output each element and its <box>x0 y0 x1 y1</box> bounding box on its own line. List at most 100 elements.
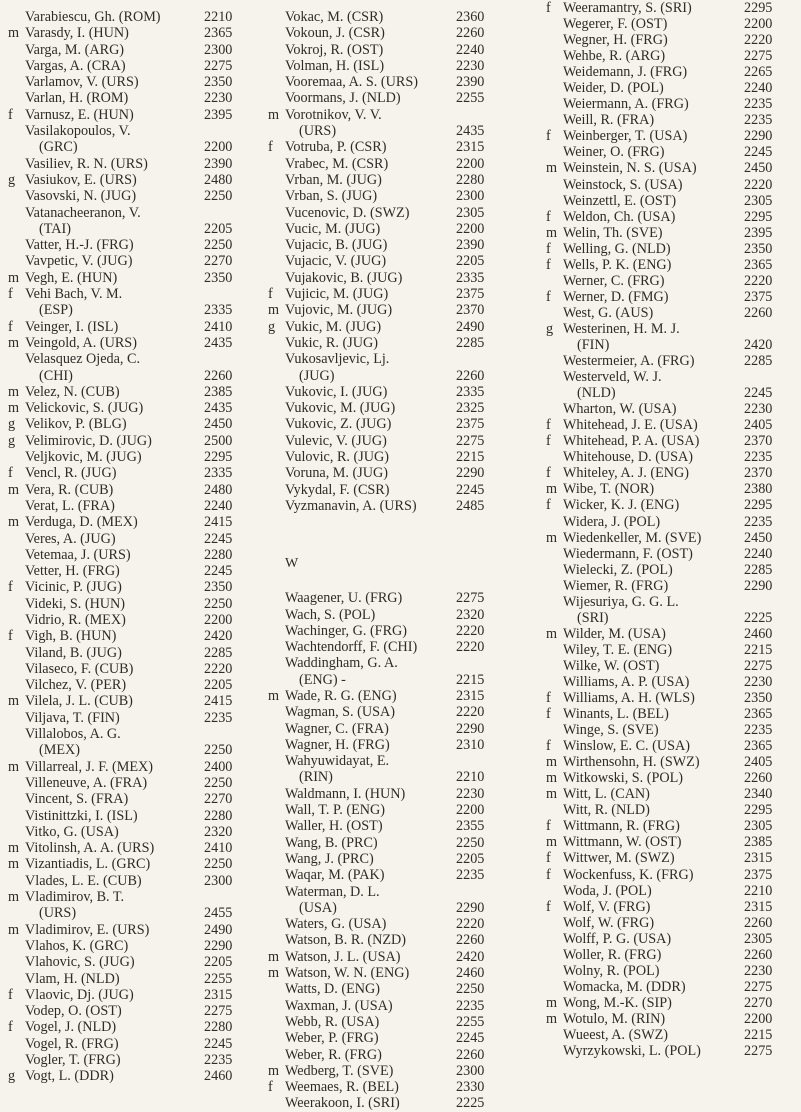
rating: 2260 <box>744 946 773 963</box>
list-item: Weiermann, A. (FRG) 2235 <box>546 96 778 112</box>
rating: 2260 <box>456 25 485 42</box>
title-marker <box>546 80 563 96</box>
list-item: f Wolf, V. (FRG) 2315 <box>546 899 778 915</box>
list-item: Weber, P. (FRG) 2245 <box>268 1030 490 1046</box>
player-name: Veingold, A. (URS) <box>25 334 137 351</box>
player-name: Vavpetic, V. (JUG) <box>25 253 133 270</box>
player-name: Westerveld, W. J. <box>563 369 662 386</box>
rating: 2295 <box>744 497 773 514</box>
list-item: Westermeier, A. (FRG) 2285 <box>546 353 778 369</box>
title-marker <box>8 742 25 758</box>
list-item: Wall, T. P. (ENG) 2200 <box>268 802 490 818</box>
title-marker <box>268 58 285 74</box>
list-item: f Varnusz, E. (HUN) 2395 <box>8 107 238 123</box>
title-marker <box>268 884 285 900</box>
title-marker: f <box>8 1019 13 1036</box>
player-name: Vukosavljevic, Lj. <box>285 351 390 368</box>
player-name: Vera, R. (CUB) <box>25 481 114 498</box>
rating: 2230 <box>744 962 773 979</box>
list-item-continuation: (URS) 2435 <box>268 123 490 139</box>
title-marker <box>268 672 285 688</box>
list-item: Vasovski, N. (JUG) 2250 <box>8 188 238 204</box>
list-item: f Vujicic, M. (JUG) 2375 <box>268 286 490 302</box>
list-item: Vlahovic, S. (JUG) 2205 <box>8 954 238 970</box>
list-item: f Vogel, J. (NLD) 2280 <box>8 1019 238 1035</box>
player-name: Vokroj, R. (OST) <box>285 41 384 58</box>
list-item: f Votruba, P. (CSR) 2315 <box>268 139 490 155</box>
rating: 2200 <box>456 220 485 237</box>
rating: 2250 <box>204 774 233 791</box>
list-item-continuation: (NLD) 2245 <box>546 385 778 401</box>
title-marker: f <box>8 579 13 596</box>
title-marker: m <box>546 770 558 787</box>
rating: 2255 <box>204 970 233 987</box>
list-item: Widera, J. (POL) 2235 <box>546 514 778 530</box>
list-item: Vooremaa, A. S. (URS) 2390 <box>268 74 490 90</box>
player-name: Wharton, W. (USA) <box>563 401 677 418</box>
list-item: Voruna, M. (JUG) 2290 <box>268 465 490 481</box>
rating: 2280 <box>204 1019 233 1036</box>
rating: 2490 <box>456 318 485 335</box>
player-name: Waters, G. (USA) <box>285 916 387 933</box>
list-item: Weinstock, S. (USA) 2220 <box>546 177 778 193</box>
player-name: Weinzettl, E. (OST) <box>563 192 677 209</box>
rating: 2260 <box>456 932 485 949</box>
title-marker <box>268 607 285 623</box>
player-name: Wittmann, W. (OST) <box>563 834 682 851</box>
rating: 2325 <box>456 400 485 417</box>
player-name: Waxman, J. (USA) <box>285 997 393 1014</box>
rating: 2235 <box>744 96 773 113</box>
rating <box>204 726 238 742</box>
list-item: Winge, S. (SVE) 2235 <box>546 722 778 738</box>
rating: 2275 <box>456 432 485 449</box>
rating: 2280 <box>204 807 233 824</box>
player-name: Weidemann, J. (FRG) <box>563 64 688 81</box>
player-federation: (USA) <box>299 899 337 916</box>
rating: 2295 <box>744 208 773 225</box>
player-name: Veinger, I. (ISL) <box>25 318 119 335</box>
title-marker <box>268 835 285 851</box>
rating: 2305 <box>744 818 773 835</box>
player-name: Vogel, J. (NLD) <box>25 1019 117 1036</box>
title-marker: m <box>546 786 558 803</box>
rating: 2315 <box>204 986 233 1003</box>
list-item: Wolny, R. (POL) 2230 <box>546 963 778 979</box>
player-name: Vlaovic, Dj. (JUG) <box>25 986 134 1003</box>
title-marker <box>268 916 285 932</box>
list-item-continuation: (URS) 2455 <box>8 905 238 921</box>
player-name: Vitko, G. (USA) <box>25 823 119 840</box>
list-item: m Vladimirov, E. (URS) 2490 <box>8 922 238 938</box>
player-name: Werner, C. (FRG) <box>563 272 665 289</box>
title-marker <box>546 947 563 963</box>
title-marker: m <box>546 481 558 498</box>
player-name: Wachtendorff, F. (CHI) <box>285 639 418 656</box>
list-item: Waller, H. (OST) 2355 <box>268 818 490 834</box>
rating: 2375 <box>456 286 485 303</box>
list-item: Vilaseco, F. (CUB) 2220 <box>8 661 238 677</box>
player-federation: (RIN) <box>299 769 333 786</box>
player-name: Vorotnikov, V. V. <box>285 106 382 123</box>
list-item: Verat, L. (FRA) 2240 <box>8 498 238 514</box>
rating: 2285 <box>744 561 773 578</box>
player-name: Vyzmanavin, A. (URS) <box>285 497 417 514</box>
player-federation: (CHI) <box>39 367 73 384</box>
player-name: Vukovic, M. (JUG) <box>285 400 396 417</box>
column-1: Varabiescu, Gh. (ROM) 2210 m Varasdy, I. (H… <box>8 9 238 1085</box>
title-marker <box>546 305 563 321</box>
rating: 2400 <box>204 758 233 775</box>
title-marker <box>268 932 285 948</box>
title-marker: f <box>268 286 273 303</box>
rating: 2250 <box>204 595 233 612</box>
rating: 2335 <box>456 269 485 286</box>
rating: 2480 <box>204 171 233 188</box>
player-name: Watson, J. L. (USA) <box>285 948 401 965</box>
list-item: Waldmann, I. (HUN) 2230 <box>268 786 490 802</box>
player-name: Wiley, T. E. (ENG) <box>563 641 673 658</box>
list-item: West, G. (AUS) 2260 <box>546 305 778 321</box>
player-name: Wittmann, R. (FRG) <box>563 818 680 835</box>
list-item: Vrban, S. (JUG) 2300 <box>268 188 490 204</box>
list-item-continuation: (ENG) - 2215 <box>268 672 490 688</box>
list-item: m Velickovic, S. (JUG) 2435 <box>8 400 238 416</box>
player-name: Whitehead, P. A. (USA) <box>563 433 700 450</box>
title-marker <box>268 237 285 253</box>
